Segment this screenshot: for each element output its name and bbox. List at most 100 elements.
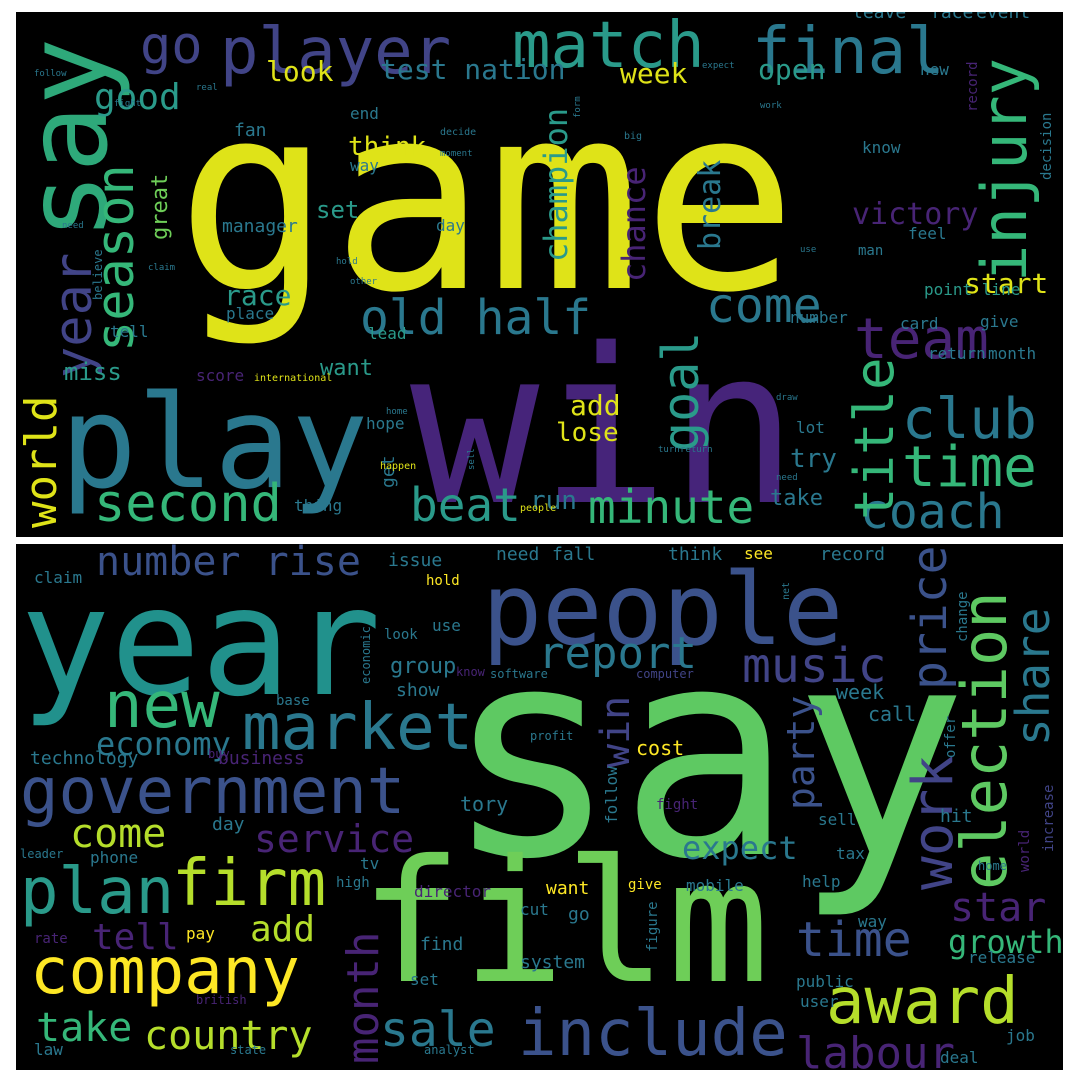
cloud-word: state — [230, 1043, 267, 1057]
cloud-word: business — [218, 748, 305, 769]
cloud-word: admit — [88, 12, 115, 13]
cloud-word: form — [573, 96, 583, 118]
cloud-word: manager — [222, 216, 298, 237]
cloud-word: need — [776, 473, 798, 483]
cloud-word: follow — [602, 766, 621, 824]
cloud-word: moment — [440, 149, 473, 159]
cloud-word: way — [350, 156, 379, 175]
cloud-word: net — [781, 581, 792, 600]
cloud-word: job — [1006, 1026, 1035, 1045]
cloud-word: profit — [530, 729, 574, 743]
cloud-word: give — [628, 877, 662, 893]
cloud-word: computer — [636, 667, 694, 681]
cloud-word: offer — [943, 715, 959, 758]
cloud-word: fight — [114, 99, 142, 109]
cloud-word: pay — [186, 924, 215, 943]
cloud-word: way — [858, 912, 887, 931]
cloud-word: believe — [91, 249, 105, 300]
cloud-word: old half — [360, 290, 592, 346]
cloud-word: team — [854, 307, 989, 372]
cloud-word: break — [693, 159, 728, 250]
cloud-word: deal — [940, 1048, 979, 1067]
cloud-word: tell — [110, 322, 149, 341]
cloud-word: champion — [537, 107, 575, 262]
cloud-word: time — [796, 912, 912, 968]
cloud-word: lot — [796, 418, 825, 437]
cloud-word: end — [350, 104, 379, 123]
cloud-word: day — [212, 814, 245, 835]
cloud-word: leave — [852, 12, 907, 23]
cloud-word: record — [820, 544, 886, 565]
cloud-word: title — [843, 357, 906, 520]
cloud-word: award — [826, 965, 1019, 1039]
cloud-word: tv — [360, 854, 380, 873]
cloud-word: need — [62, 221, 84, 231]
cloud-word: increase — [1041, 784, 1057, 852]
cloud-word: new — [104, 669, 220, 743]
cloud-word: month — [988, 344, 1037, 363]
cloud-word: add — [250, 909, 316, 950]
cloud-word: rate — [34, 931, 68, 947]
cloud-word: miss — [64, 358, 122, 386]
cloud-word: figure — [645, 901, 661, 952]
cloud-word: labour — [796, 1028, 955, 1071]
cloud-word: tax — [836, 844, 865, 863]
cloud-word: feel — [908, 224, 947, 243]
cloud-word: decision — [1039, 112, 1055, 180]
cloud-word: sell — [467, 448, 477, 470]
cloud-word: great — [148, 173, 173, 240]
cloud-word: user — [800, 992, 839, 1011]
cloud-word: beat — [410, 478, 521, 532]
cloud-word: start — [964, 267, 1049, 300]
cloud-word: international — [254, 373, 333, 384]
cloud-word: try — [790, 444, 837, 474]
cloud-word: chance — [615, 166, 653, 282]
cloud-word: face — [930, 12, 974, 23]
cloud-word: british — [196, 993, 247, 1007]
cloud-word: include — [518, 997, 788, 1070]
cloud-word: know — [456, 665, 485, 679]
cloud-word: other — [350, 277, 378, 287]
cloud-word: give — [980, 312, 1019, 331]
cloud-word: use — [800, 245, 817, 255]
cloud-word: mobile — [686, 876, 744, 895]
cloud-word: public — [796, 972, 854, 991]
cloud-word: service — [254, 817, 415, 861]
cloud-word: find — [420, 934, 464, 955]
cloud-word: economic — [359, 626, 373, 684]
cloud-word: world — [16, 395, 67, 528]
cloud-word: hit — [940, 806, 973, 827]
cloud-word: test nation — [380, 53, 566, 86]
cloud-word: happen — [380, 461, 417, 472]
cloud-word: cut — [520, 900, 549, 919]
cloud-word: set — [316, 196, 360, 224]
cloud-word: help — [802, 872, 841, 891]
word-cloud-bottom: say year people film new government market comp… — [16, 544, 1063, 1070]
cloud-word: real — [196, 83, 218, 93]
cloud-word: fight — [656, 797, 699, 813]
cloud-word: final — [752, 15, 945, 89]
cloud-word: home — [386, 407, 408, 417]
cloud-word: new — [920, 60, 949, 79]
cloud-word: goal — [652, 331, 710, 452]
cloud-word: country — [144, 1013, 313, 1059]
cloud-word: say — [444, 586, 968, 923]
cloud-word: point line — [924, 280, 1021, 299]
cloud-word: cost — [636, 736, 685, 760]
cloud-word: tell — [92, 917, 179, 958]
cloud-word: card — [900, 314, 939, 333]
cloud-word: lead — [368, 324, 407, 343]
cloud-word: look — [266, 55, 334, 88]
cloud-word: release — [968, 948, 1036, 967]
cloud-word: decide — [440, 127, 477, 138]
cloud-word: leader — [20, 847, 64, 861]
cloud-word: month — [338, 931, 389, 1064]
cloud-word: come — [70, 811, 167, 857]
cloud-word: event — [976, 12, 1031, 23]
cloud-word: government — [20, 755, 406, 829]
cloud-word: director — [414, 882, 492, 901]
cloud-word: sale — [380, 1002, 496, 1058]
cloud-word: fall — [552, 544, 596, 565]
cloud-word: claim — [148, 263, 176, 273]
cloud-word: return — [680, 445, 713, 455]
